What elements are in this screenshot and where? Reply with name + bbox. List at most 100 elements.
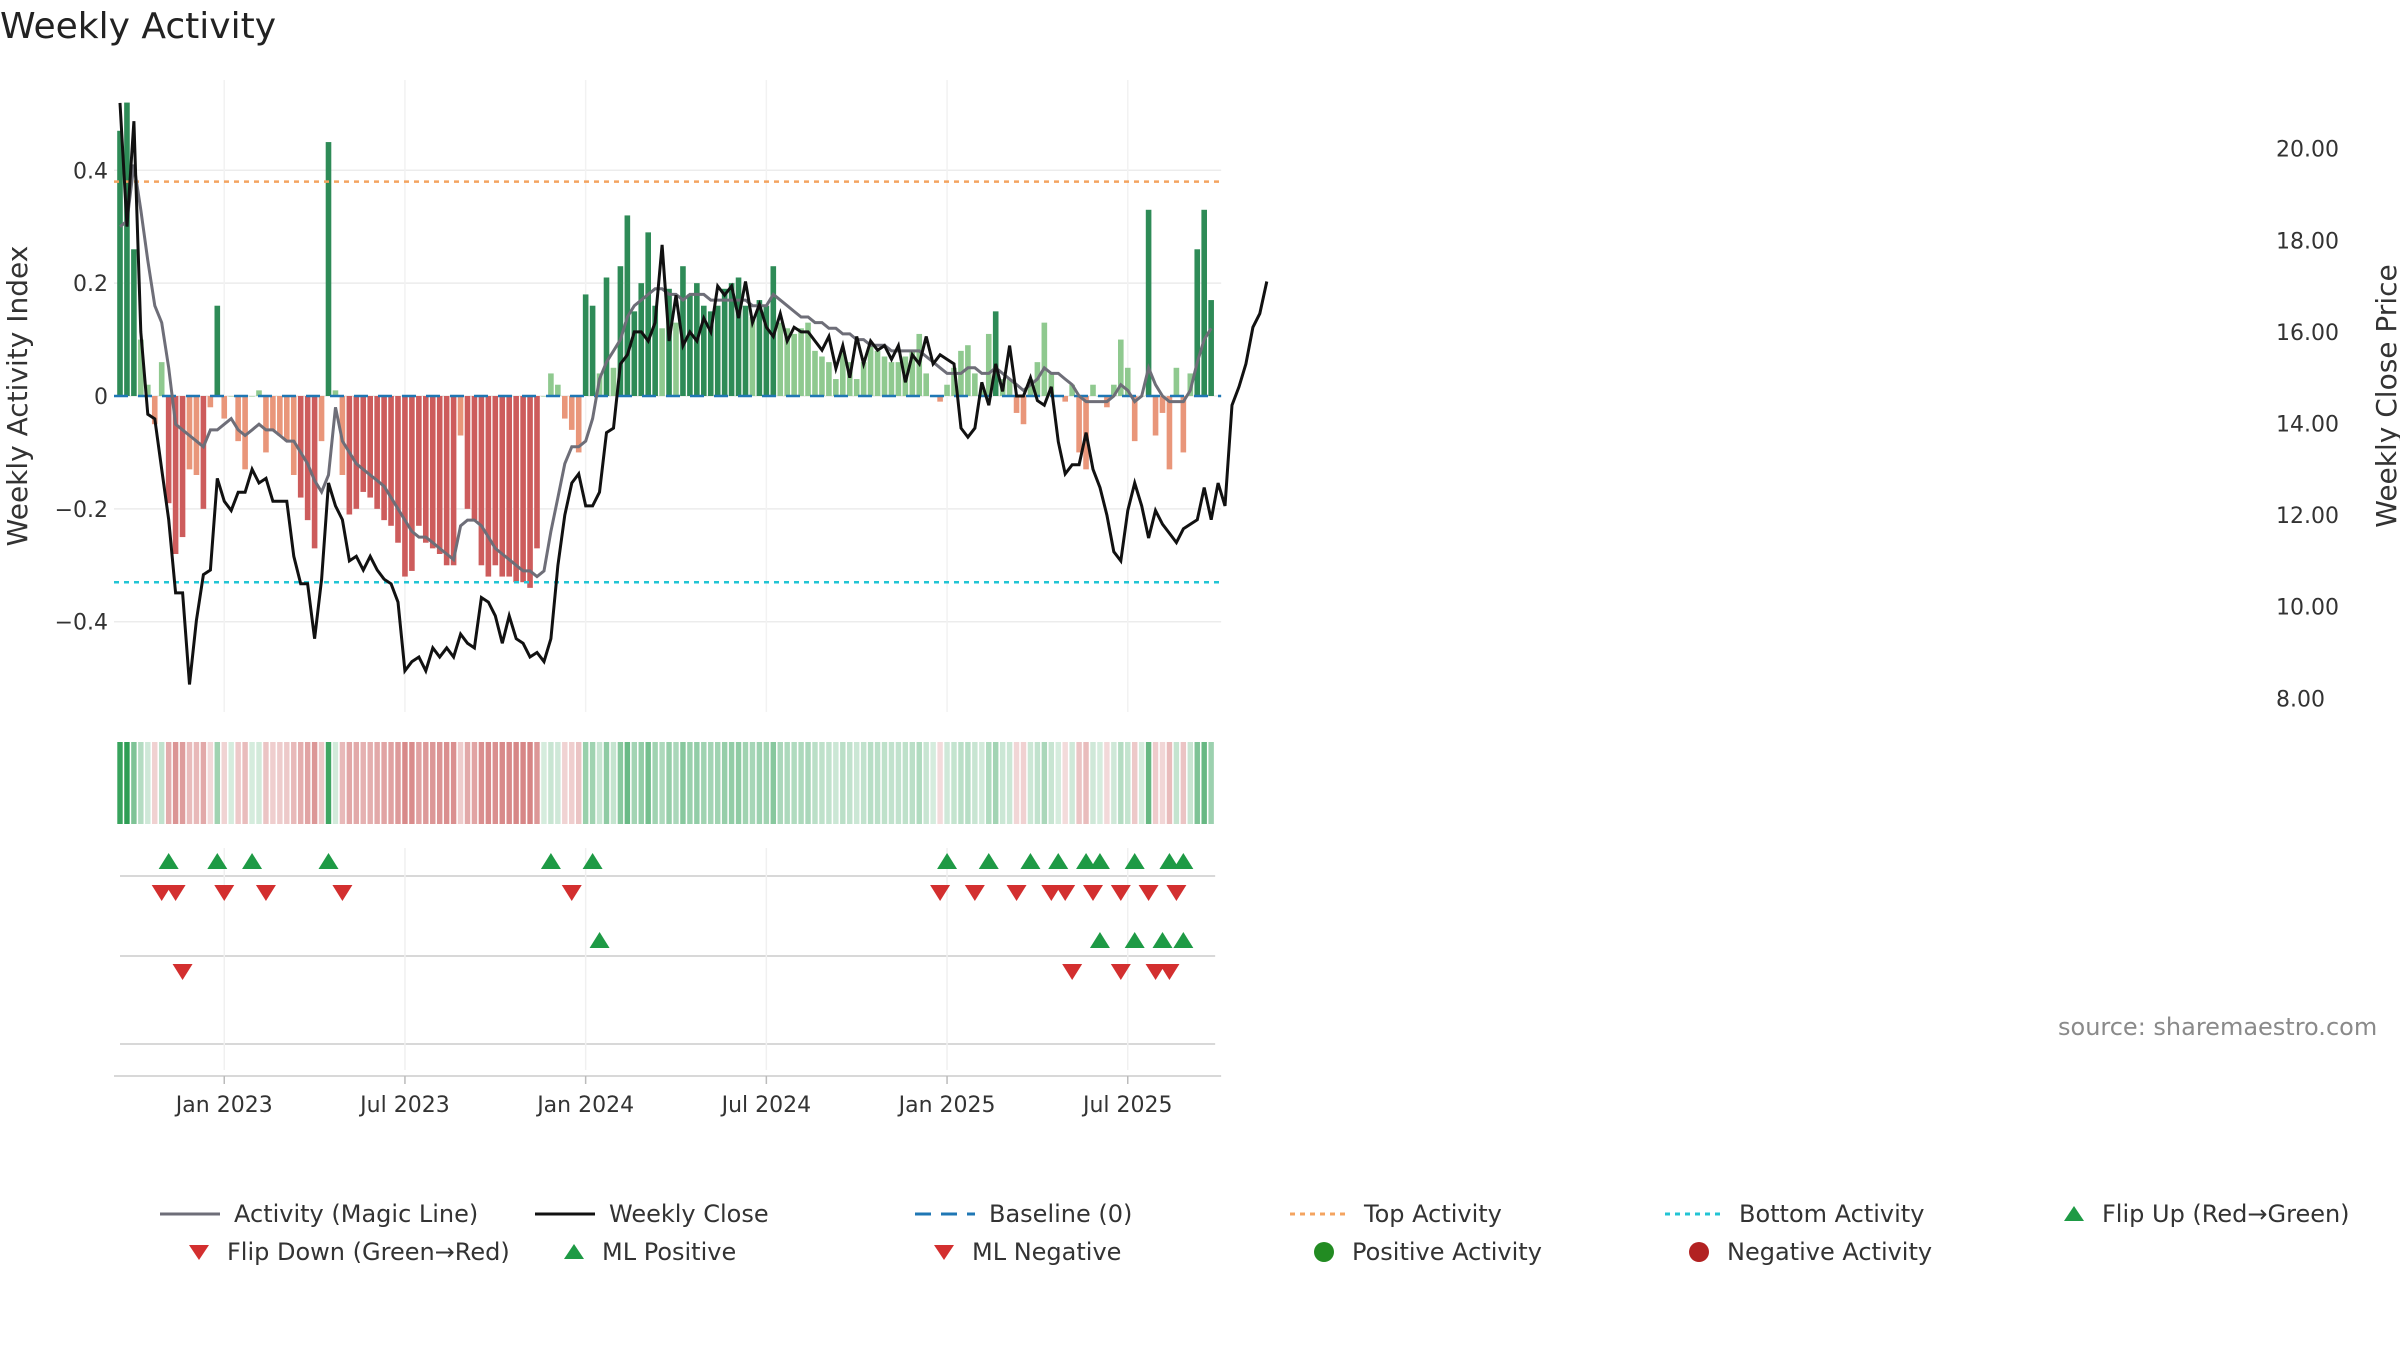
ml-positive-marker	[1152, 932, 1173, 948]
activity-strip-cell	[423, 742, 429, 824]
activity-bar	[1027, 379, 1034, 396]
activity-bar	[1062, 396, 1068, 402]
activity-strip-cell	[1131, 742, 1138, 824]
activity-strip-cell	[263, 742, 269, 824]
flip-down-marker	[1110, 885, 1131, 901]
activity-bar	[972, 373, 978, 396]
activity-strip-cell	[853, 742, 860, 824]
activity-strip-cell	[402, 742, 408, 824]
ml-positive-marker	[589, 932, 610, 948]
activity-strip-cell	[805, 742, 811, 824]
activity-strip-cell	[1152, 742, 1159, 824]
activity-strip-cell	[152, 742, 158, 824]
activity-bar	[965, 345, 971, 396]
flip-up-marker	[582, 853, 603, 869]
activity-bar	[450, 396, 457, 566]
legend-item-magic: Activity (Magic Line)	[160, 1200, 478, 1228]
activity-bar	[1041, 322, 1048, 396]
activity-strip-cell	[131, 742, 137, 824]
left-tick-label: 0.4	[73, 159, 108, 184]
flip-up-marker	[318, 853, 339, 869]
activity-bar	[200, 396, 207, 509]
activity-strip-cell	[464, 742, 471, 824]
activity-bar	[742, 305, 749, 396]
activity-bar	[179, 396, 186, 538]
activity-strip-cell	[1166, 742, 1173, 824]
flip-down-marker	[1138, 885, 1159, 901]
activity-bar	[429, 396, 436, 549]
ml-negative-marker	[1145, 964, 1166, 980]
activity-strip-cell	[1020, 742, 1027, 824]
activity-strip-cell	[318, 742, 325, 824]
activity-bar	[1201, 209, 1207, 396]
activity-bar	[992, 311, 999, 396]
activity-strip-cell	[798, 742, 804, 824]
activity-strip-cell	[749, 742, 756, 824]
activity-strip-cell	[117, 742, 123, 824]
activity-bar	[221, 396, 228, 419]
activity-strip-cell	[395, 742, 401, 824]
activity-bar	[1166, 396, 1173, 470]
activity-bar	[826, 362, 832, 396]
activity-strip-cell	[138, 742, 144, 824]
activity-bar	[1180, 396, 1187, 453]
legend-swatch-baseline	[915, 1212, 975, 1216]
flip-up-marker	[242, 853, 263, 869]
legend-swatch-magic	[160, 1212, 220, 1216]
activity-bar	[186, 396, 193, 470]
activity-strip-cell	[374, 742, 380, 824]
activity-bar	[409, 396, 415, 571]
legend-swatch-mlpos	[564, 1244, 584, 1259]
activity-strip-cell	[659, 742, 665, 824]
activity-strip-cell	[1076, 742, 1082, 824]
activity-strip-cell	[381, 742, 387, 824]
activity-strip-cell	[200, 742, 207, 824]
ml-negative-marker	[1110, 964, 1131, 980]
activity-strip-cell	[652, 742, 658, 824]
flip-up-marker	[158, 853, 179, 869]
activity-strip-cell	[575, 742, 582, 824]
activity-bar	[471, 396, 478, 521]
legend-swatch-flipup	[2064, 1206, 2084, 1221]
chart-title: Weekly Activity	[0, 6, 277, 47]
flip-markers	[120, 848, 1216, 1070]
activity-bar	[624, 215, 631, 396]
activity-strip-cell	[819, 742, 825, 824]
activity-bar	[158, 362, 165, 396]
activity-bar	[416, 396, 422, 526]
activity-strip-cell	[610, 742, 617, 824]
activity-bar	[1173, 367, 1180, 396]
activity-bar	[527, 396, 533, 588]
activity-strip-cell	[562, 742, 568, 824]
activity-bar	[1006, 379, 1013, 396]
activity-bar	[805, 322, 811, 396]
activity-bar	[867, 345, 874, 396]
legend-label: Negative Activity	[1727, 1238, 1933, 1266]
activity-strip-cell	[763, 742, 770, 824]
activity-strip-cell	[228, 742, 234, 824]
activity-strip-cell	[436, 742, 443, 824]
flip-up-marker	[1124, 853, 1145, 869]
activity-strip-cell	[457, 742, 464, 824]
ml-positive-marker	[1173, 932, 1194, 948]
activity-bar	[464, 396, 471, 509]
legend-item-bottom: Bottom Activity	[1665, 1200, 1924, 1228]
activity-bar	[520, 396, 526, 583]
activity-bar	[985, 333, 992, 396]
activity-strip-cell	[492, 742, 499, 824]
activity-strip-cell	[124, 742, 130, 824]
activity-bar	[610, 367, 617, 396]
activity-bar	[165, 396, 172, 504]
activity-strip-cell	[471, 742, 478, 824]
flip-down-marker	[1055, 885, 1076, 901]
activity-strip-cell	[902, 742, 909, 824]
activity-bar	[1111, 384, 1117, 396]
activity-strip-cell	[860, 742, 867, 824]
ml-positive-marker	[1089, 932, 1110, 948]
activity-strip-cell	[1062, 742, 1068, 824]
activity-bar	[131, 249, 137, 396]
activity-bar	[1048, 373, 1055, 396]
activity-bar	[478, 396, 485, 566]
activity-bar	[749, 317, 756, 396]
